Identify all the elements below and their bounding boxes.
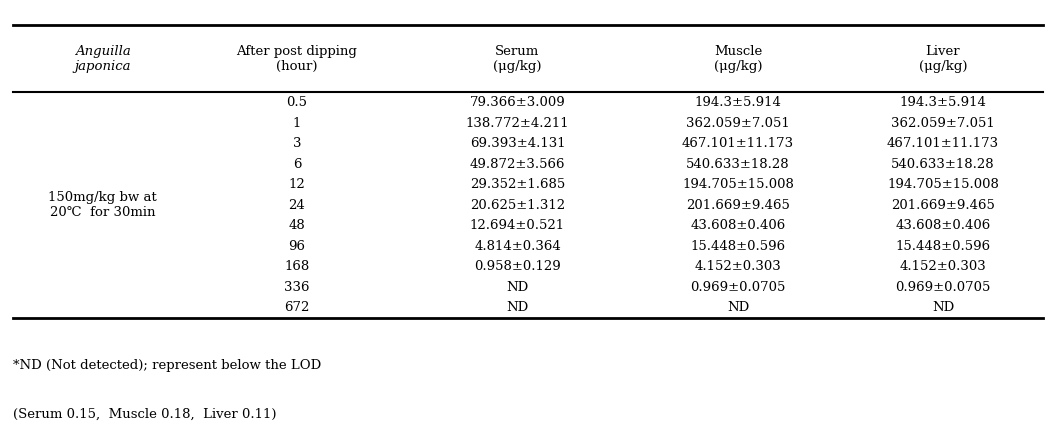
- Text: 43.608±0.406: 43.608±0.406: [691, 219, 786, 232]
- Text: ND: ND: [727, 301, 749, 314]
- Text: 43.608±0.406: 43.608±0.406: [895, 219, 991, 232]
- Text: 336: 336: [284, 280, 309, 294]
- Text: ND: ND: [507, 280, 529, 294]
- Text: 168: 168: [284, 260, 309, 273]
- Text: ND: ND: [507, 301, 529, 314]
- Text: 96: 96: [288, 240, 305, 253]
- Text: 15.448±0.596: 15.448±0.596: [895, 240, 991, 253]
- Text: 15.448±0.596: 15.448±0.596: [691, 240, 786, 253]
- Text: 3: 3: [293, 137, 301, 150]
- Text: (Serum 0.15,  Muscle 0.18,  Liver 0.11): (Serum 0.15, Muscle 0.18, Liver 0.11): [14, 408, 277, 420]
- Text: 4.152±0.303: 4.152±0.303: [900, 260, 986, 273]
- Text: 0.958±0.129: 0.958±0.129: [474, 260, 561, 273]
- Text: *ND (Not detected); represent below the LOD: *ND (Not detected); represent below the …: [14, 359, 321, 373]
- Text: 12: 12: [288, 178, 305, 191]
- Text: 49.872±3.566: 49.872±3.566: [470, 158, 565, 171]
- Text: 201.669±9.465: 201.669±9.465: [686, 198, 790, 212]
- Text: 194.3±5.914: 194.3±5.914: [900, 96, 986, 109]
- Text: 69.393±4.131: 69.393±4.131: [470, 137, 565, 150]
- Text: 201.669±9.465: 201.669±9.465: [891, 198, 995, 212]
- Text: 79.366±3.009: 79.366±3.009: [470, 96, 565, 109]
- Text: 20.625±1.312: 20.625±1.312: [470, 198, 565, 212]
- Text: 540.633±18.28: 540.633±18.28: [891, 158, 995, 171]
- Text: 24: 24: [288, 198, 305, 212]
- Text: 6: 6: [293, 158, 301, 171]
- Text: 12.694±0.521: 12.694±0.521: [470, 219, 565, 232]
- Text: 467.101±11.173: 467.101±11.173: [682, 137, 794, 150]
- Text: 4.152±0.303: 4.152±0.303: [695, 260, 781, 273]
- Text: Liver
(μg/kg): Liver (μg/kg): [919, 45, 967, 73]
- Text: 362.059±7.051: 362.059±7.051: [686, 117, 790, 130]
- Text: Serum
(μg/kg): Serum (μg/kg): [493, 45, 542, 73]
- Text: 0.5: 0.5: [286, 96, 307, 109]
- Text: 29.352±1.685: 29.352±1.685: [470, 178, 565, 191]
- Text: 362.059±7.051: 362.059±7.051: [891, 117, 995, 130]
- Text: 1: 1: [293, 117, 301, 130]
- Text: ND: ND: [931, 301, 954, 314]
- Text: 0.969±0.0705: 0.969±0.0705: [691, 280, 786, 294]
- Text: 150mg/kg bw at
20℃  for 30min: 150mg/kg bw at 20℃ for 30min: [49, 191, 157, 219]
- Text: 467.101±11.173: 467.101±11.173: [887, 137, 999, 150]
- Text: Muscle
(μg/kg): Muscle (μg/kg): [714, 45, 762, 73]
- Text: After post dipping
(hour): After post dipping (hour): [237, 45, 357, 73]
- Text: 540.633±18.28: 540.633±18.28: [686, 158, 790, 171]
- Text: 4.814±0.364: 4.814±0.364: [474, 240, 561, 253]
- Text: 194.705±15.008: 194.705±15.008: [682, 178, 794, 191]
- Text: 672: 672: [284, 301, 309, 314]
- Text: 0.969±0.0705: 0.969±0.0705: [895, 280, 991, 294]
- Text: Anguilla
japonica: Anguilla japonica: [74, 45, 131, 73]
- Text: 194.3±5.914: 194.3±5.914: [695, 96, 781, 109]
- Text: 48: 48: [288, 219, 305, 232]
- Text: 138.772±4.211: 138.772±4.211: [466, 117, 569, 130]
- Text: 194.705±15.008: 194.705±15.008: [887, 178, 999, 191]
